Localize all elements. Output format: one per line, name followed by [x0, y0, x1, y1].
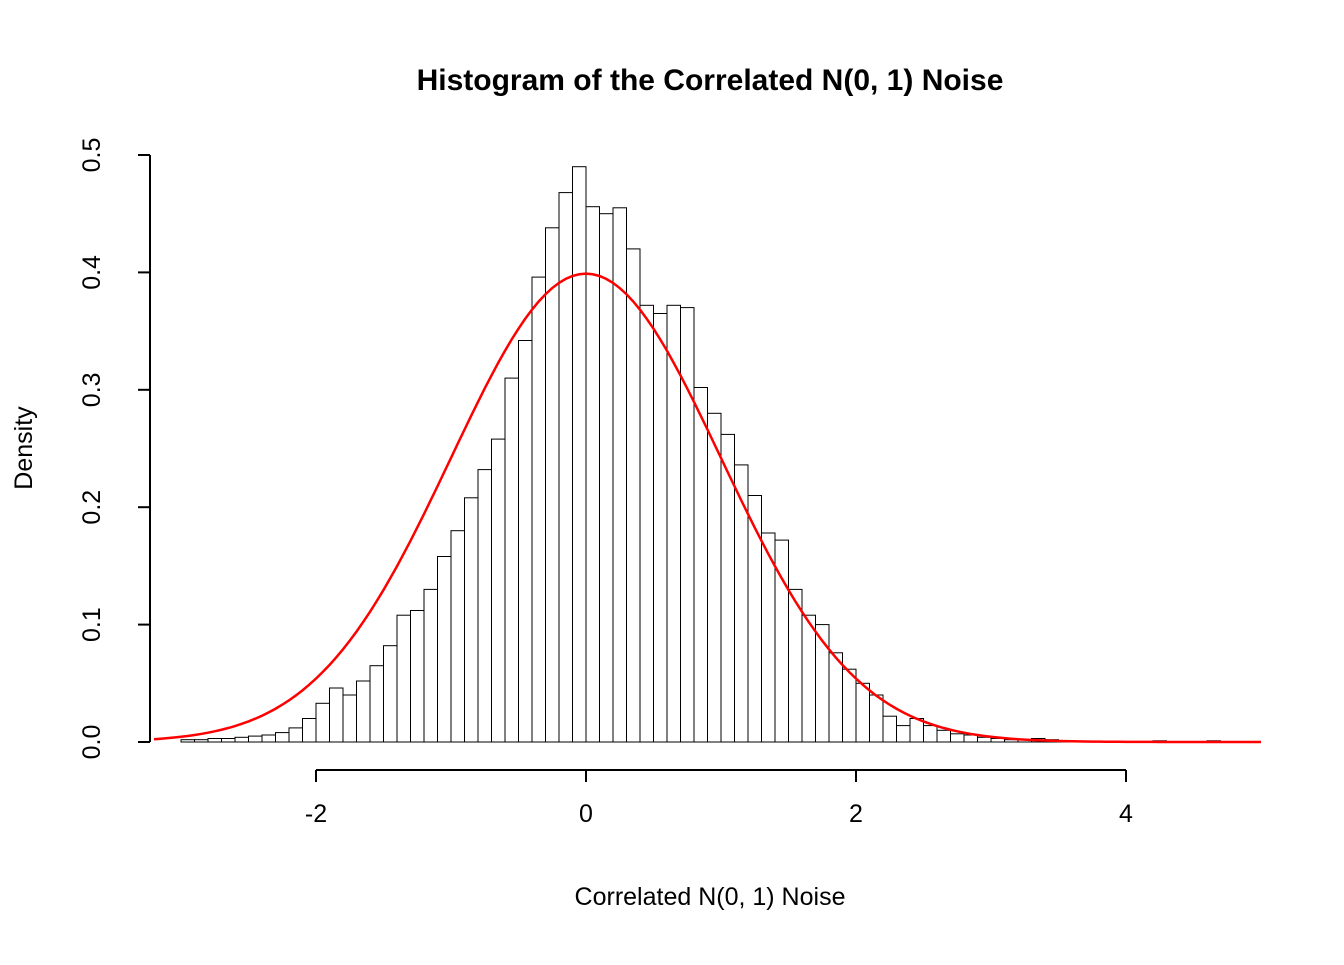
histogram-bar	[585, 206, 600, 743]
histogram-bar	[450, 530, 465, 743]
histogram-bar	[423, 588, 438, 743]
histogram-bar	[194, 739, 209, 743]
histogram-bar	[342, 694, 357, 743]
histogram-bar	[180, 739, 195, 743]
histogram-bar	[261, 734, 276, 743]
histogram-bar	[896, 725, 911, 743]
x-tick-label: -2	[305, 800, 327, 828]
histogram-bar	[680, 307, 695, 743]
histogram-bar	[356, 680, 371, 743]
histogram-bar	[707, 412, 722, 743]
histogram-bar	[234, 736, 249, 743]
histogram-bar	[329, 687, 344, 743]
y-tick-label: 0.3	[78, 372, 106, 407]
histogram-bar	[545, 227, 560, 743]
histogram-bar	[315, 702, 330, 743]
histogram-bar	[977, 736, 992, 743]
y-tick-label: 0.5	[78, 138, 106, 173]
histogram-bar	[572, 166, 587, 743]
histogram-bars	[180, 166, 1221, 743]
y-tick-label: 0.1	[78, 607, 106, 642]
histogram-bar	[653, 313, 668, 743]
histogram-bar	[639, 304, 654, 743]
histogram-bar	[599, 213, 614, 743]
histogram-bar	[936, 729, 951, 743]
y-axis-label: Density	[10, 406, 38, 490]
histogram-bar	[882, 715, 897, 743]
histogram-bar	[828, 652, 843, 743]
histogram-bar	[288, 727, 303, 743]
plot-title: Histogram of the Correlated N(0, 1) Nois…	[417, 64, 1004, 97]
histogram-bar	[275, 732, 290, 743]
histogram-bar	[464, 497, 479, 743]
y-tick-label: 0.0	[78, 725, 106, 760]
histogram-bar	[855, 682, 870, 743]
histogram-bar	[801, 614, 816, 743]
histogram-bar	[207, 738, 222, 743]
x-axis: -2 0 2 4	[305, 769, 1133, 828]
histogram-bar	[518, 340, 533, 743]
x-axis-label: Correlated N(0, 1) Noise	[575, 883, 846, 911]
y-tick-label: 0.4	[78, 255, 106, 290]
histogram-bar	[788, 588, 803, 743]
histogram-bar	[626, 248, 641, 743]
histogram-bar	[221, 738, 236, 743]
histogram-bar	[248, 735, 263, 743]
normal-density-curve	[153, 272, 1261, 744]
histogram-bar	[504, 377, 519, 743]
histogram-bar	[558, 192, 573, 743]
histogram-bar	[842, 668, 857, 743]
histogram-bar	[923, 725, 938, 743]
histogram-bar	[491, 438, 506, 743]
histogram-bar	[950, 733, 965, 743]
histogram-bar	[437, 556, 452, 743]
histogram-bar	[909, 718, 924, 743]
histogram-bar	[369, 665, 384, 743]
histogram-bar	[747, 495, 762, 743]
histogram-bar	[383, 645, 398, 743]
histogram-bar	[477, 469, 492, 743]
histogram-bar	[963, 734, 978, 743]
histogram-bar	[869, 694, 884, 743]
histogram-bar	[734, 464, 749, 743]
histogram-bar	[531, 276, 546, 743]
histogram-bar	[693, 387, 708, 743]
density-curve-group	[153, 272, 1261, 744]
y-axis: 0.0 0.1 0.2 0.3 0.4 0.5	[78, 138, 151, 760]
histogram-bar	[302, 718, 317, 743]
x-tick-label: 2	[849, 800, 863, 828]
x-tick-label: 4	[1119, 800, 1133, 828]
x-tick-label: 0	[579, 800, 593, 828]
y-tick-label: 0.2	[78, 490, 106, 525]
histogram-bar	[396, 614, 411, 743]
histogram-bar	[410, 610, 425, 743]
